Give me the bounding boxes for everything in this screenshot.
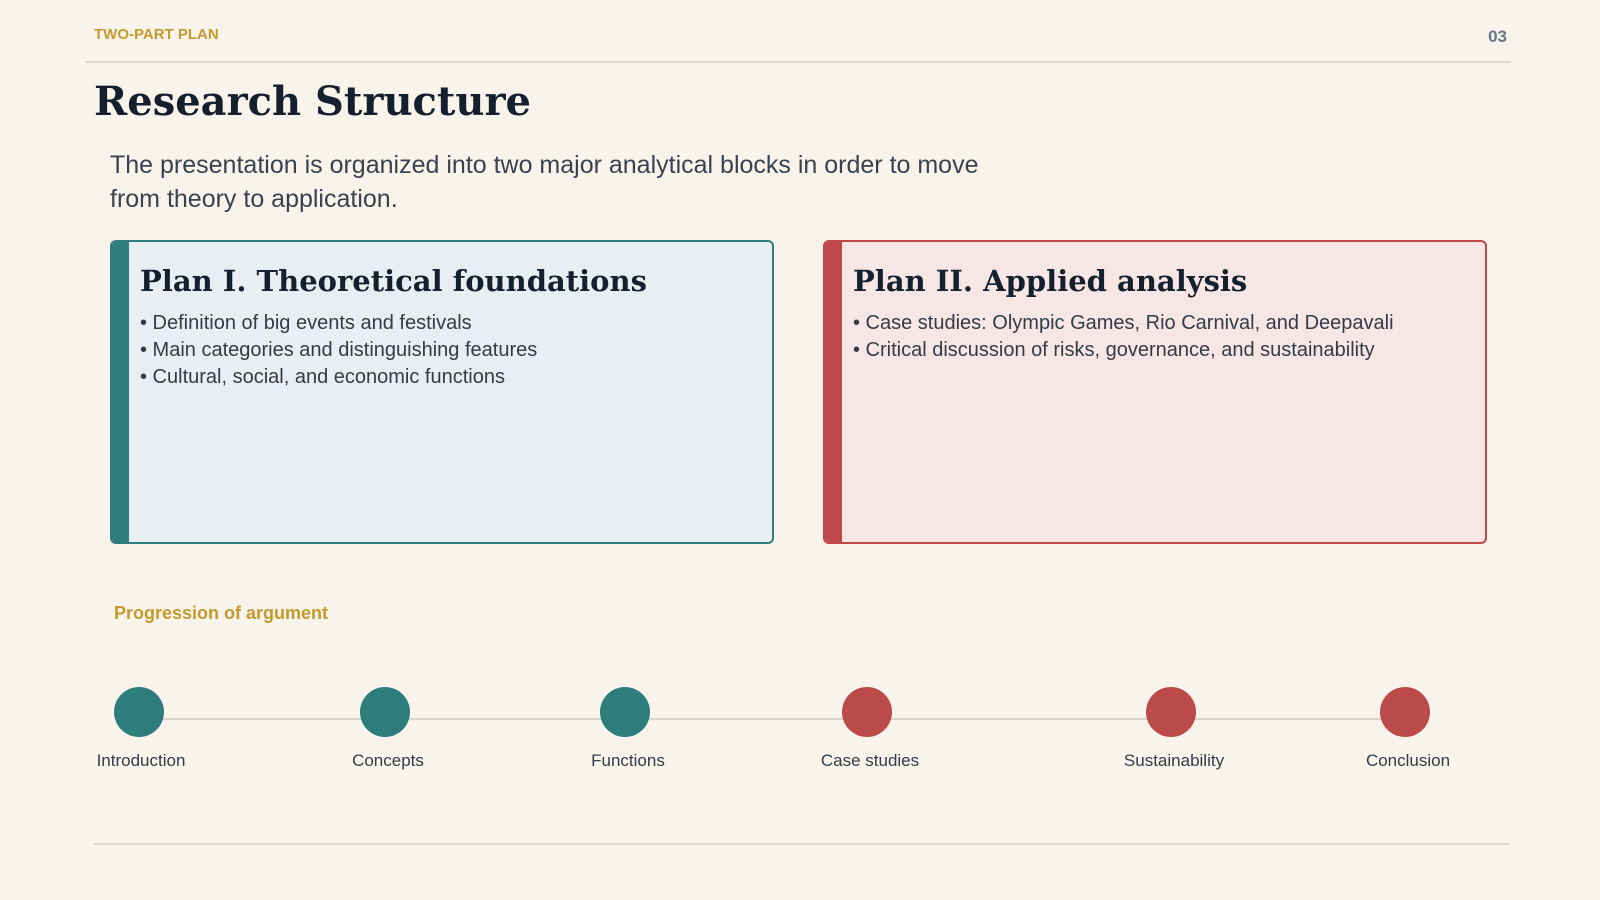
- step-dot: [842, 687, 892, 737]
- bullet: • Cultural, social, and economic functio…: [140, 366, 505, 388]
- plan-card: Plan II. Applied analysis • Case studies…: [823, 240, 1487, 544]
- footer-rule: [94, 843, 1510, 845]
- intro-text: The presentation is organized into two m…: [110, 151, 979, 213]
- plan-title: Plan II. Applied analysis: [853, 264, 1248, 298]
- timeline-track: [139, 718, 1404, 720]
- step-label: Functions: [591, 751, 665, 770]
- step-dot: [114, 687, 164, 737]
- step-label: Introduction: [96, 751, 186, 770]
- page-number: 03: [1488, 27, 1507, 46]
- bullet: • Critical discussion of risks, governan…: [853, 339, 1375, 361]
- step-dot: [360, 687, 410, 737]
- step-dot: [1380, 687, 1430, 737]
- step-label: Sustainability: [1123, 751, 1225, 770]
- step-dot: [600, 687, 650, 737]
- card-stripe: [112, 242, 129, 542]
- bullet: • Case studies: Olympic Games, Rio Carni…: [853, 312, 1394, 334]
- bullet: • Definition of big events and festivals: [140, 312, 472, 334]
- card-stripe: [825, 242, 842, 542]
- kicker: TWO-PART PLAN: [94, 26, 219, 43]
- plan-card: Plan I. Theoretical foundations • Defini…: [110, 240, 774, 544]
- step-label: Case studies: [820, 751, 920, 770]
- step-dot: [1146, 687, 1196, 737]
- plan-title: Plan I. Theoretical foundations: [140, 264, 647, 298]
- bullet: • Main categories and distinguishing fea…: [140, 339, 538, 361]
- step-label: Conclusion: [1365, 751, 1451, 770]
- plan-bullets: • Case studies: Olympic Games, Rio Carni…: [853, 310, 1394, 364]
- header-rule: [85, 61, 1511, 63]
- slide-title: Research Structure: [94, 78, 531, 125]
- progression-label: Progression of argument: [114, 603, 329, 623]
- step-label: Concepts: [352, 751, 424, 770]
- plan-bullets: • Definition of big events and festivals…: [140, 310, 537, 391]
